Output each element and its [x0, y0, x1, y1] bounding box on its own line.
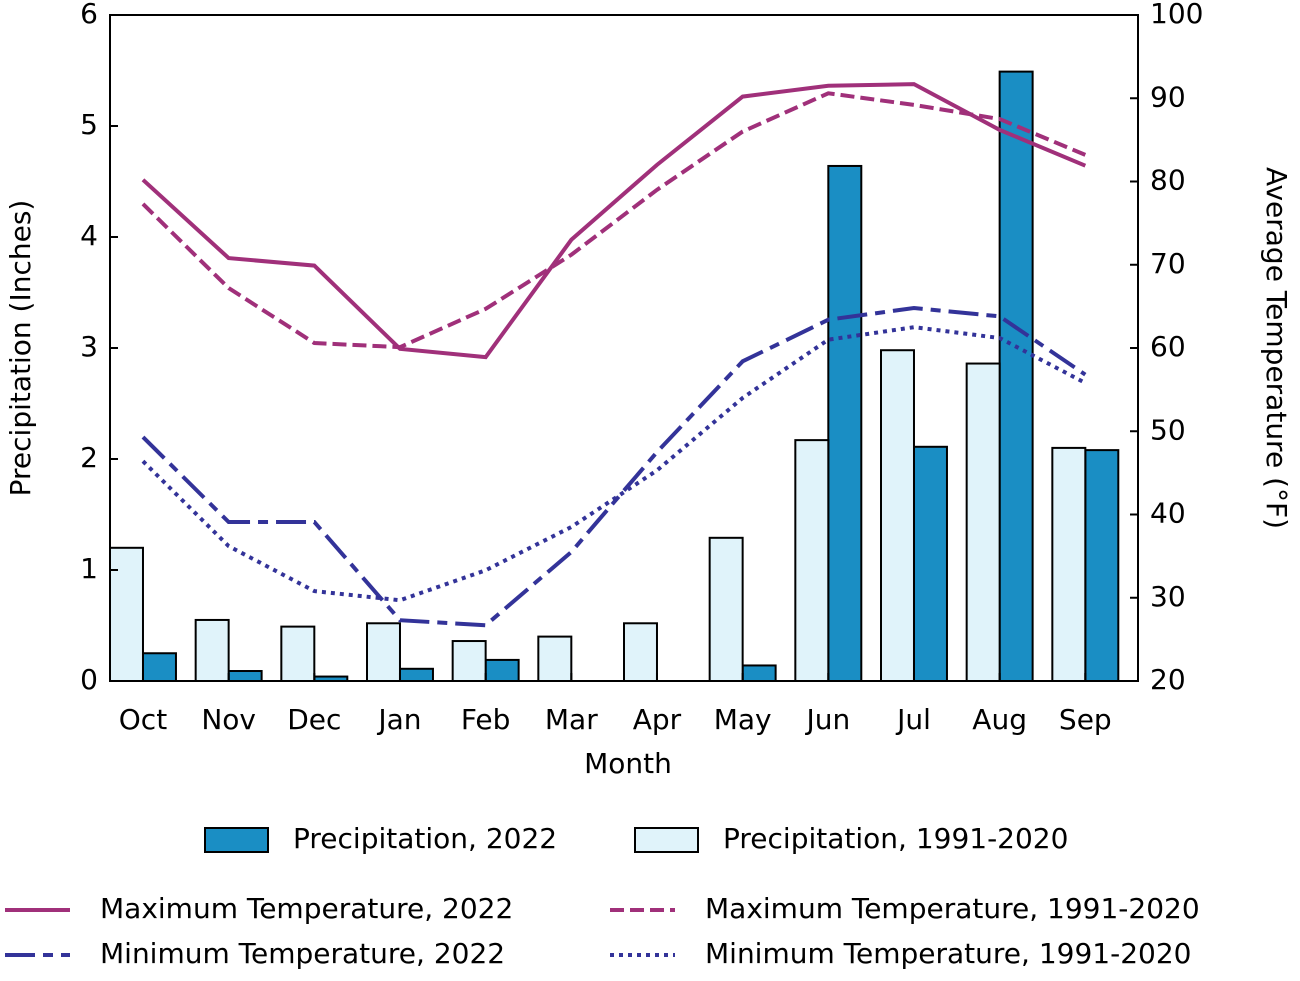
bar: [451, 640, 487, 682]
bar: [708, 536, 744, 682]
y-axis-label: Precipitation (Inches): [4, 200, 37, 497]
y2-tick-label: 30: [1150, 580, 1186, 613]
x-tick-label: Feb: [461, 703, 511, 736]
x-tick-label: Oct: [119, 703, 167, 736]
bar: [227, 670, 263, 683]
y2-axis-label: Average Temperature (°F): [1260, 167, 1293, 529]
y-tick-label: 4: [80, 219, 98, 252]
x-tick-label: Nov: [201, 703, 256, 736]
legend-label: Precipitation, 2022: [293, 822, 557, 855]
bar: [880, 349, 915, 682]
x-tick-label: Aug: [972, 703, 1027, 736]
x-tick-label: Sep: [1059, 703, 1112, 736]
legend-swatch: [634, 827, 699, 853]
x-axis-label: Month: [584, 747, 672, 780]
y-tick-label: 2: [80, 441, 98, 474]
x-tick-label: Mar: [545, 703, 598, 736]
x-tick-label: Jun: [804, 703, 850, 736]
y-tick-label: 6: [80, 0, 98, 30]
y2-tick-label: 80: [1150, 164, 1186, 197]
y-tick-label: 0: [80, 663, 98, 696]
y2-tick-label: 90: [1150, 80, 1186, 113]
y2-tick-label: 40: [1150, 497, 1186, 530]
line-series: [141, 91, 1087, 350]
bar: [965, 362, 1001, 682]
y2-tick-label: 20: [1150, 663, 1186, 696]
bar: [484, 658, 520, 682]
legend-swatch: [204, 827, 269, 853]
line-series: [141, 325, 1087, 603]
bar: [194, 618, 230, 683]
bar: [366, 622, 401, 683]
bar: [537, 635, 573, 682]
legend-label: Maximum Temperature, 2022: [100, 892, 513, 925]
y2-tick-label: 100: [1150, 0, 1203, 30]
bar: [794, 439, 830, 682]
x-tick-label: May: [714, 703, 772, 736]
legend-label: Minimum Temperature, 2022: [100, 937, 505, 970]
x-tick-label: Dec: [287, 703, 341, 736]
bar: [623, 622, 658, 683]
y-tick-label: 1: [80, 552, 98, 585]
legend-label: Minimum Temperature, 1991-2020: [705, 937, 1191, 970]
legend-label: Maximum Temperature, 1991-2020: [705, 892, 1200, 925]
y-tick-label: 3: [80, 330, 98, 363]
x-tick-label: Jul: [895, 703, 931, 736]
y2-tick-label: 50: [1150, 413, 1186, 446]
bar: [398, 667, 434, 682]
bar: [912, 445, 948, 683]
y2-tick-label: 70: [1150, 247, 1186, 280]
x-tick-label: Apr: [633, 703, 682, 736]
bar: [1084, 449, 1120, 682]
bar: [109, 546, 144, 682]
bar: [1051, 446, 1087, 682]
bar: [827, 164, 863, 682]
bar: [741, 664, 777, 683]
bar: [141, 652, 177, 682]
y2-tick-label: 60: [1150, 330, 1186, 363]
x-tick-label: Jan: [376, 703, 421, 736]
line-series: [141, 306, 1087, 628]
bar: [280, 625, 316, 682]
line-series: [141, 82, 1087, 360]
legend-label: Precipitation, 1991-2020: [723, 822, 1068, 855]
bar: [998, 70, 1034, 683]
y-tick-label: 5: [80, 108, 98, 141]
